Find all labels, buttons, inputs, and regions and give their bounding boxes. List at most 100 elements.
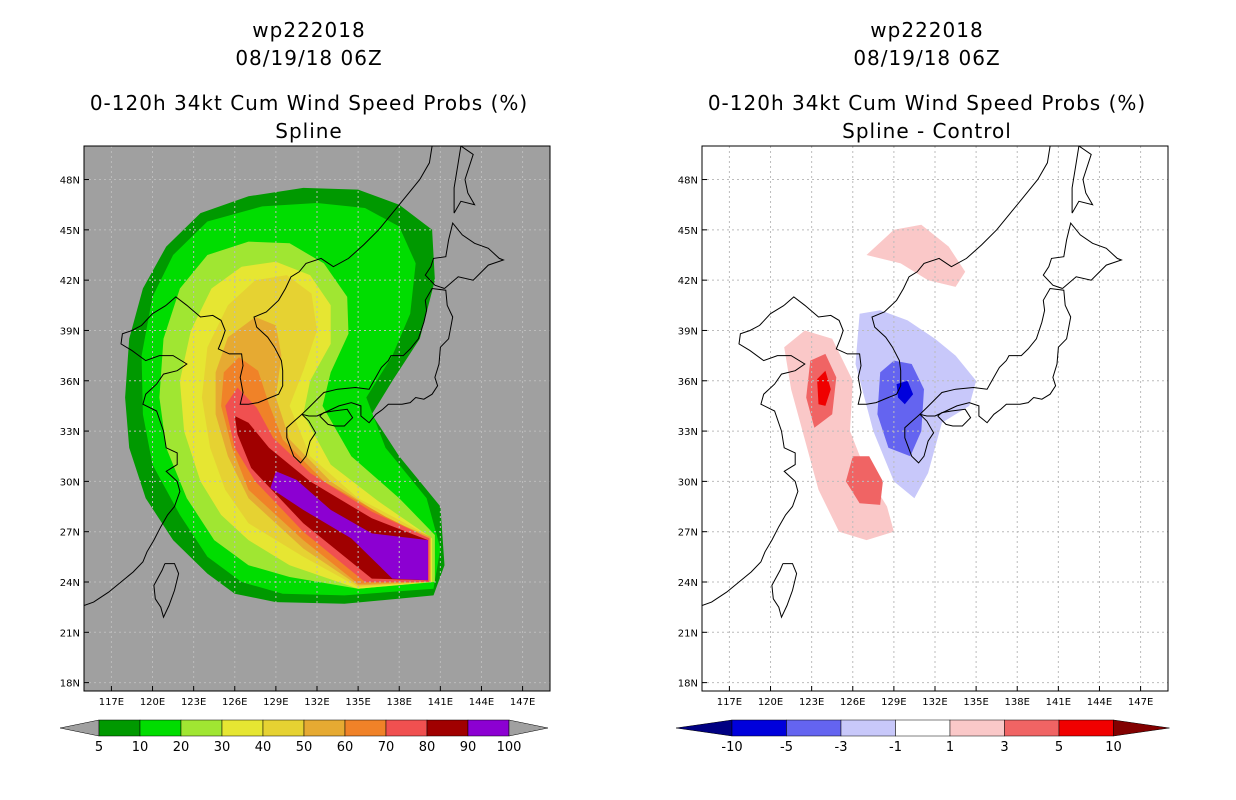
coastline	[453, 146, 476, 214]
y-tick-label: 18N	[60, 679, 80, 690]
colorbar-cell	[1004, 719, 1060, 737]
left-subtitle: 08/19/18 06Z	[235, 46, 383, 70]
coastline	[424, 222, 505, 289]
y-tick-label: 21N	[678, 628, 698, 639]
colorbar-cell	[98, 719, 141, 737]
colorbar-label: 30	[214, 740, 231, 755]
y-tick-label: 36N	[678, 377, 698, 388]
coastline	[783, 146, 1051, 405]
right-subtitle: 08/19/18 06Z	[853, 46, 1001, 70]
colorbar-label: 40	[255, 740, 272, 755]
x-tick-label: 141E	[428, 697, 453, 708]
y-tick-label: 42N	[60, 276, 80, 287]
probability-map-panel: 117E 120E 123E 126E 129E 132E 135E 138E 141E 144E…	[60, 145, 551, 708]
coastline	[153, 563, 180, 619]
difference-map-panel: 117E 120E 123E 126E 129E 132E 135E 138E 141E 144E…	[678, 145, 1169, 708]
right-title: wp222018	[870, 18, 984, 42]
x-tick-label: 138E	[1005, 697, 1030, 708]
colorbar-cell	[731, 719, 787, 737]
colorbar-cell	[139, 719, 182, 737]
x-tick-label: 129E	[881, 697, 906, 708]
coastline	[919, 287, 1072, 424]
y-tick-label: 39N	[678, 326, 698, 337]
y-tick-label: 18N	[678, 679, 698, 690]
colorbar-label: -3	[835, 740, 848, 755]
prob-contour-90	[270, 471, 428, 581]
colorbar-label: 80	[419, 740, 436, 755]
coastline	[165, 146, 433, 405]
coastline	[1042, 222, 1123, 289]
colorbar-label: 10	[132, 740, 149, 755]
colorbar-cell	[221, 719, 264, 737]
colorbar-under-arrow	[675, 719, 733, 737]
x-tick-label: 135E	[345, 697, 370, 708]
left-variable: 0-120h 34kt Cum Wind Speed Probs (%)	[89, 91, 529, 115]
colorbar-label: 100	[497, 740, 522, 755]
colorbar-label: -10	[721, 740, 742, 755]
colorbar-label: 20	[173, 740, 190, 755]
colorbar-label: -1	[889, 740, 902, 755]
x-tick-label: 117E	[99, 697, 124, 708]
y-tick-label: 24N	[678, 578, 698, 589]
coastline	[937, 408, 972, 427]
colorbar-label: 70	[378, 740, 395, 755]
diff-region	[866, 224, 966, 287]
y-tick-label: 33N	[678, 427, 698, 438]
x-tick-label: 141E	[1046, 697, 1071, 708]
left-title: wp222018	[252, 18, 366, 42]
x-tick-label: 135E	[963, 697, 988, 708]
coastline	[1071, 146, 1094, 214]
y-tick-label: 45N	[678, 226, 698, 237]
y-tick-label: 21N	[60, 628, 80, 639]
x-tick-label: 123E	[181, 697, 206, 708]
coastline	[84, 304, 188, 606]
right-panel-label: Spline - Control	[842, 119, 1012, 143]
x-tick-label: 144E	[1087, 697, 1112, 708]
coastline	[301, 287, 454, 424]
colorbar-cell	[426, 719, 469, 737]
x-tick-label: 120E	[140, 697, 165, 708]
x-tick-label: 117E	[717, 697, 742, 708]
colorbar-label: 50	[296, 740, 313, 755]
x-tick-label: 132E	[304, 697, 329, 708]
colorbar-cell	[385, 719, 428, 737]
y-tick-label: 27N	[60, 528, 80, 539]
colorbar-label: 3	[1000, 740, 1008, 755]
colorbar-label: 1	[946, 740, 954, 755]
probability-colorbar: 5 10 20 30 40 50 60 70 80 90 100	[59, 719, 549, 755]
x-tick-label: 126E	[222, 697, 247, 708]
x-tick-label: 126E	[840, 697, 865, 708]
colorbar-cell	[344, 719, 387, 737]
y-tick-label: 42N	[678, 276, 698, 287]
coastline	[904, 413, 935, 464]
x-tick-label: 132E	[922, 697, 947, 708]
y-tick-label: 48N	[60, 176, 80, 187]
y-tick-label: 48N	[678, 176, 698, 187]
colorbar-cell	[1058, 719, 1114, 737]
x-tick-label: 123E	[799, 697, 824, 708]
colorbar-label: 5	[95, 740, 103, 755]
colorbar-cell	[895, 719, 951, 737]
colorbar-label: -5	[780, 740, 793, 755]
x-tick-label: 144E	[469, 697, 494, 708]
diff-region	[877, 360, 924, 457]
colorbar-label: 5	[1055, 740, 1063, 755]
colorbar-cell	[467, 719, 510, 737]
colorbar-cell	[949, 719, 1005, 737]
colorbar-label: 90	[460, 740, 477, 755]
map-area	[84, 146, 550, 691]
x-tick-label: 138E	[387, 697, 412, 708]
y-tick-label: 30N	[60, 477, 80, 488]
y-tick-label: 30N	[678, 477, 698, 488]
y-tick-label: 27N	[678, 528, 698, 539]
colorbar-over-arrow	[508, 719, 549, 737]
colorbar-cell	[303, 719, 346, 737]
diff-region	[817, 370, 831, 406]
map-area	[702, 146, 1168, 691]
y-tick-label: 24N	[60, 578, 80, 589]
y-tick-label: 39N	[60, 326, 80, 337]
y-tick-label: 36N	[60, 377, 80, 388]
x-tick-label: 129E	[263, 697, 288, 708]
coastline	[771, 563, 798, 619]
